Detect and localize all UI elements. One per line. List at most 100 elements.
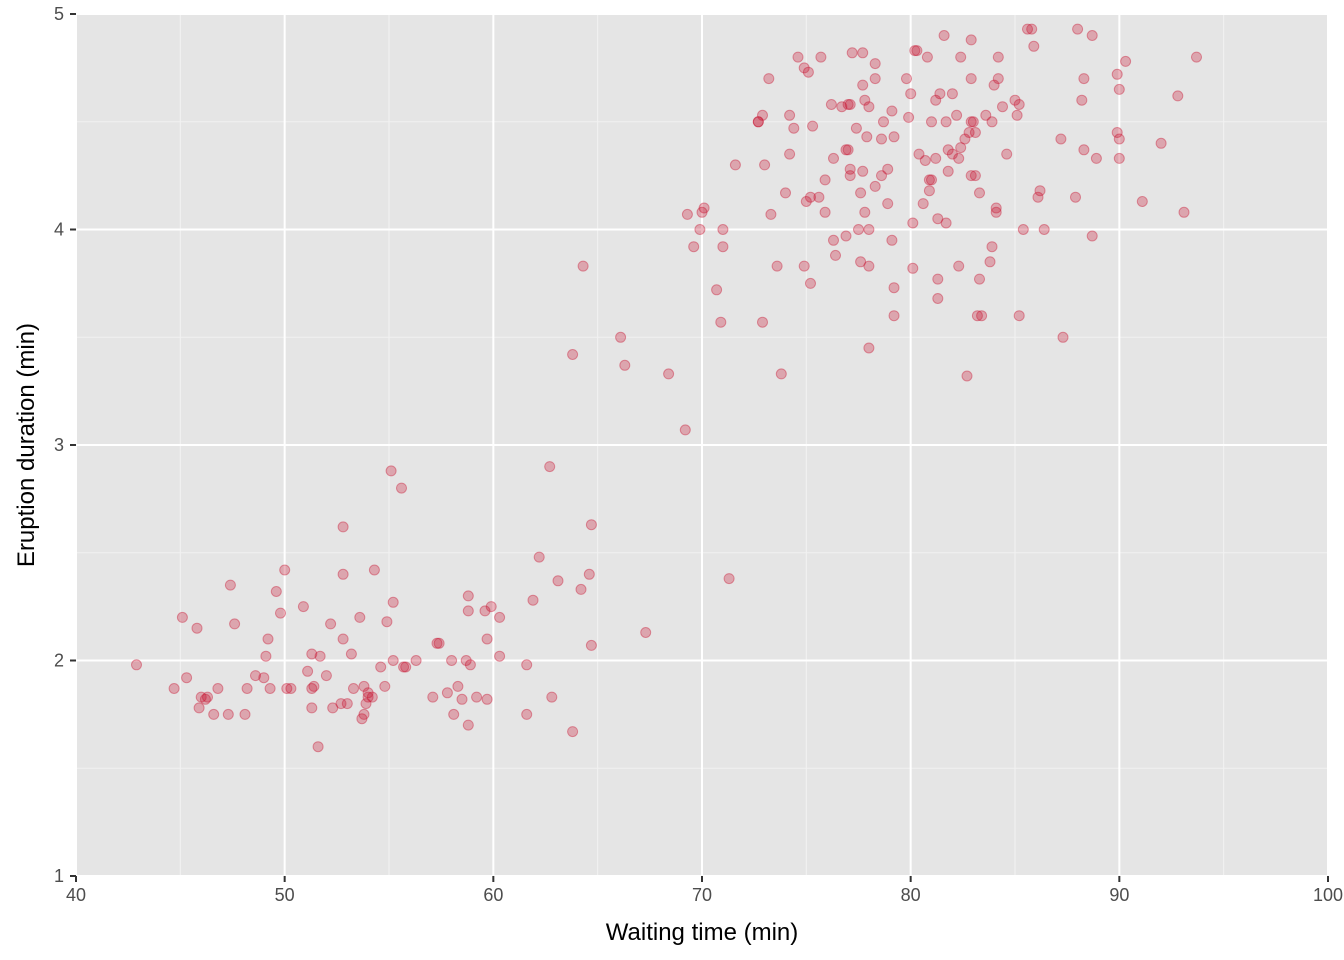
data-point [798, 62, 810, 74]
data-point [1111, 127, 1123, 138]
data-point [345, 648, 357, 660]
data-point [362, 691, 374, 703]
data-point [861, 131, 873, 143]
data-point [521, 659, 533, 671]
data-point [387, 596, 399, 608]
data-point [698, 202, 710, 214]
data-point [688, 241, 700, 253]
data-point [859, 206, 871, 218]
data-point [193, 702, 205, 714]
y-tick-label: 3 [54, 435, 64, 455]
data-point [853, 224, 864, 235]
y-axis: 1 2 3 4 5 [54, 4, 76, 886]
data-point [911, 45, 923, 57]
data-point [919, 155, 931, 166]
data-point [974, 187, 985, 199]
data-point [953, 260, 965, 272]
data-point [1070, 191, 1081, 203]
data-point [1057, 331, 1069, 343]
data-point [765, 208, 777, 220]
data-point [446, 655, 458, 666]
data-point [208, 708, 220, 720]
data-point [567, 726, 579, 738]
y-tick-label: 2 [54, 651, 64, 671]
data-point [953, 152, 965, 164]
data-point [360, 698, 372, 710]
data-point [798, 260, 810, 272]
data-point [314, 650, 326, 662]
data-point [805, 277, 816, 289]
data-point [362, 687, 374, 699]
data-point [965, 170, 977, 182]
data-point [546, 691, 558, 703]
data-point [946, 148, 958, 160]
data-point [805, 191, 816, 203]
data-point [986, 116, 998, 128]
data-point [575, 583, 587, 595]
data-point [869, 73, 881, 85]
data-point [882, 163, 894, 175]
data-point [1017, 224, 1029, 235]
data-point [335, 698, 347, 710]
data-point [869, 58, 881, 70]
data-point [427, 691, 439, 703]
data-point [615, 331, 627, 343]
data-point [521, 708, 533, 720]
data-point [681, 208, 693, 220]
data-point [533, 551, 545, 563]
x-axis: 40 50 60 70 80 90 100 [66, 876, 1343, 905]
data-point [752, 116, 764, 128]
data-point [325, 618, 337, 630]
x-tick-label: 100 [1313, 885, 1343, 905]
data-point [846, 47, 858, 59]
data-point [1136, 196, 1148, 207]
data-point [337, 568, 349, 580]
data-point [775, 368, 787, 380]
data-point [1111, 68, 1123, 80]
data-point [828, 152, 839, 164]
data-point [969, 170, 981, 182]
data-point [990, 206, 1002, 218]
data-point [224, 579, 236, 591]
data-point [934, 88, 946, 100]
data-point [471, 691, 483, 703]
data-point [757, 109, 768, 121]
data-point [275, 607, 286, 619]
data-point [913, 148, 925, 160]
data-point [961, 370, 973, 382]
x-tick-label: 90 [1109, 885, 1129, 905]
data-point [396, 482, 407, 494]
data-point [857, 79, 869, 91]
data-point [807, 120, 819, 132]
data-point [191, 622, 203, 634]
data-point [923, 174, 935, 186]
data-point [863, 224, 875, 235]
data-point [974, 273, 985, 285]
data-point [312, 741, 324, 753]
data-point [199, 693, 211, 705]
data-point [988, 79, 1000, 91]
data-point [771, 260, 783, 272]
data-point [869, 180, 881, 192]
data-point [907, 262, 919, 274]
data-point [448, 708, 460, 720]
data-point [886, 105, 898, 117]
data-point [888, 310, 900, 322]
x-tick-label: 60 [483, 885, 503, 905]
y-tick-label: 1 [54, 866, 64, 886]
data-point [464, 659, 476, 671]
data-point [859, 94, 871, 106]
data-point [863, 260, 875, 272]
data-point [940, 217, 952, 229]
data-point [379, 680, 391, 692]
data-point [583, 568, 595, 580]
data-point [460, 655, 472, 666]
data-point [229, 618, 241, 630]
data-point [971, 310, 983, 322]
data-point [341, 698, 353, 710]
data-point [717, 241, 729, 253]
x-tick-label: 50 [275, 885, 295, 905]
data-point [788, 122, 800, 134]
data-point [552, 575, 564, 587]
